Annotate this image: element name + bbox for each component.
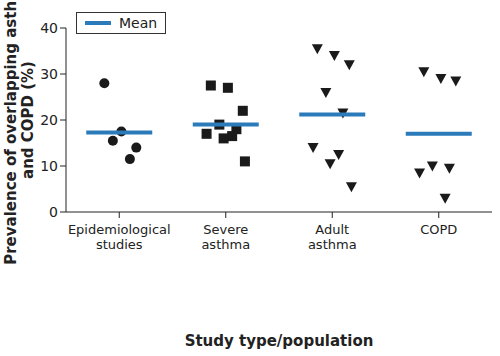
svg-text:30: 30 bbox=[40, 66, 58, 82]
svg-text:0: 0 bbox=[49, 204, 58, 220]
svg-text:20: 20 bbox=[40, 112, 58, 128]
svg-text:Adultasthma: Adultasthma bbox=[308, 222, 357, 252]
svg-text:Study type/population: Study type/population bbox=[185, 332, 374, 350]
svg-text:Prevalence of overlapping asth: Prevalence of overlapping asthmaand COPD… bbox=[8, 0, 37, 265]
svg-text:COPD: COPD bbox=[420, 222, 457, 237]
html-text:Mean: Mean bbox=[119, 15, 158, 31]
svg-text:Epidemiologicalstudies: Epidemiologicalstudies bbox=[68, 222, 171, 252]
svg-text:40: 40 bbox=[40, 20, 58, 36]
svg-text:Severeasthma: Severeasthma bbox=[201, 222, 250, 252]
svg-text:10: 10 bbox=[40, 158, 58, 174]
